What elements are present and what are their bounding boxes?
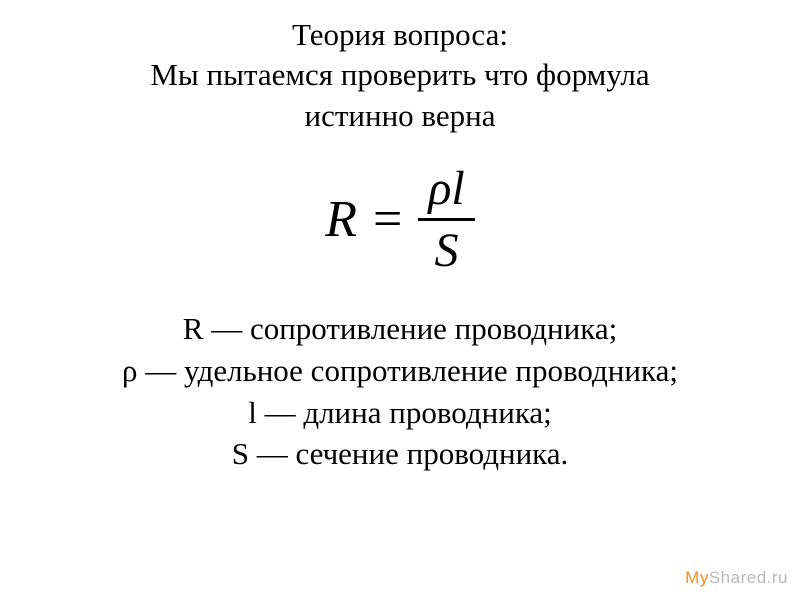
formula-l: l [451, 162, 464, 215]
formula-fraction: ρl S [418, 161, 474, 278]
formula-denominator: S [435, 221, 459, 278]
definition-s: S — сечение проводника. [0, 433, 800, 475]
definition-rho: ρ — удельное сопротивление проводника; [0, 350, 800, 392]
header-line-2: Мы пытаемся проверить что формула [0, 55, 800, 95]
slide-content: Теория вопроса: Мы пытаемся проверить чт… [0, 0, 800, 475]
definitions-block: R — сопротивление проводника; ρ — удельн… [0, 308, 800, 475]
watermark-shared: Shared.ru [709, 568, 788, 587]
header-line-3: истинно верна [0, 96, 800, 136]
formula-equals: = [373, 190, 402, 249]
slide-header: Теория вопроса: Мы пытаемся проверить чт… [0, 15, 800, 136]
formula-rho: ρ [428, 162, 451, 215]
definition-l: l — длина проводника; [0, 392, 800, 434]
resistance-formula: R = ρl S [0, 161, 800, 278]
watermark: MyShared.ru [685, 568, 788, 588]
formula-numerator: ρl [418, 161, 474, 218]
definition-r: R — сопротивление проводника; [0, 308, 800, 350]
watermark-my: My [685, 568, 709, 587]
formula-lhs: R [325, 190, 357, 249]
header-line-1: Теория вопроса: [0, 15, 800, 55]
